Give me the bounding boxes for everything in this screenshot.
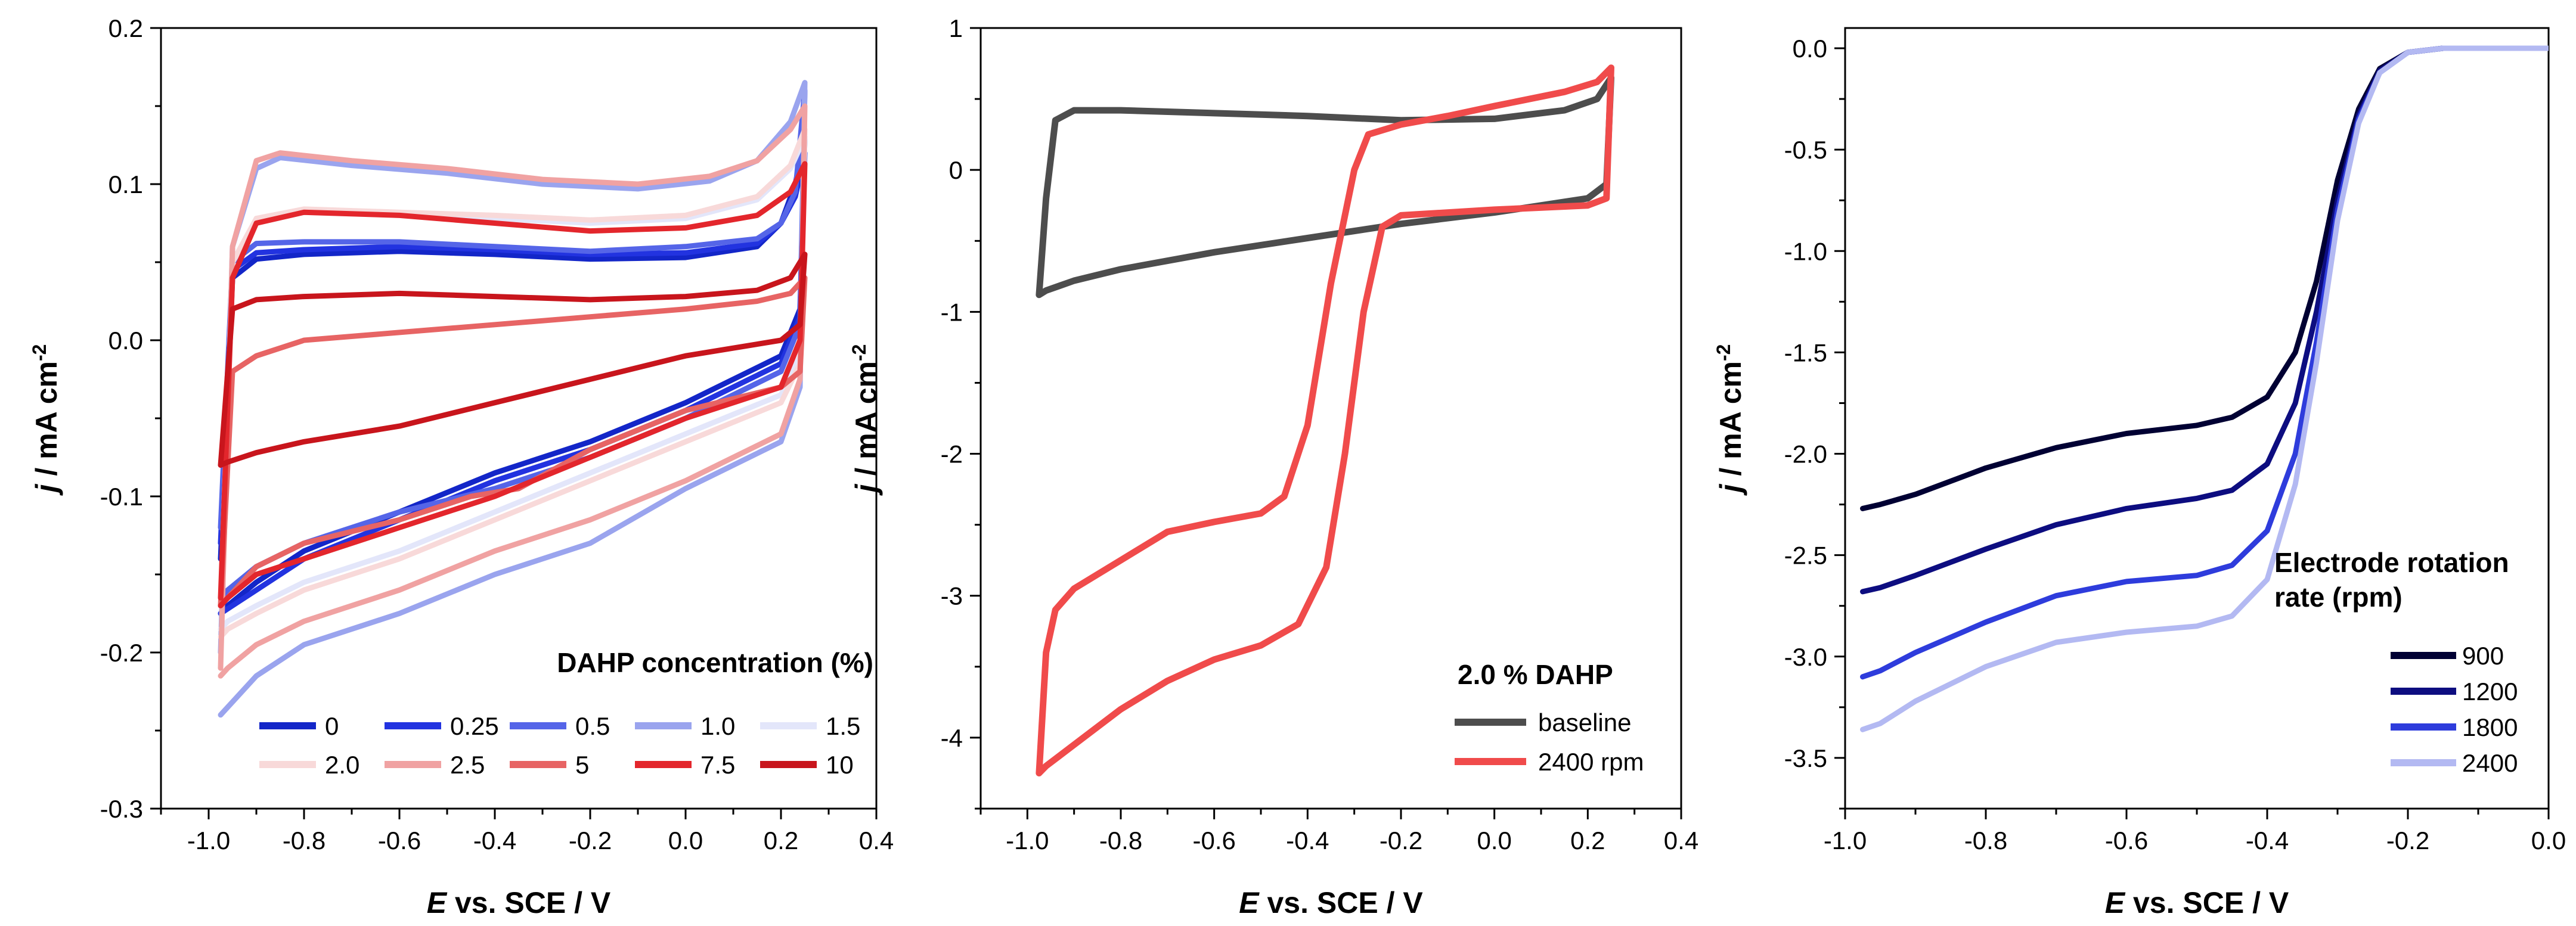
right-x-tick-label: -0.4 xyxy=(2246,826,2289,854)
right-x-tick-label: -0.8 xyxy=(1964,826,2007,854)
left-legend-label: 2.0 xyxy=(325,751,359,779)
right-y-tick-label: -1.0 xyxy=(1784,237,1827,265)
middle-plot-frame xyxy=(979,27,1682,810)
series-line-left-0-5 xyxy=(218,88,808,601)
left-x-tick-label: -0.6 xyxy=(378,826,421,854)
left-x-axis-title: E vs. SCE / V xyxy=(427,886,611,919)
left-y-tick-label: -0.3 xyxy=(100,795,143,823)
panel-middle-cv-2400rpm: -1.0 -0.8 -0.6 -0.4 -0.2 0.0 0.2 0.4 -4 -3 -2 -1 0 1 E… xyxy=(848,14,1698,919)
left-legend-label: 10 xyxy=(826,751,854,779)
middle-x-axis-title: E vs. SCE / V xyxy=(1239,886,1423,919)
series-line-right-900 xyxy=(1860,45,2549,511)
middle-y-tick-label: -4 xyxy=(941,724,963,752)
right-y-tick-label: -1.5 xyxy=(1784,338,1827,366)
left-x-tick-label: 0.2 xyxy=(764,826,798,854)
middle-x-tick-label: 0.2 xyxy=(1570,826,1605,854)
series-line-middle-2400-rpm xyxy=(1036,64,1614,776)
series-line-middle-baseline xyxy=(1036,74,1614,299)
left-legend-label: 7.5 xyxy=(700,751,735,779)
right-y-tick-label: -3.0 xyxy=(1784,643,1827,671)
left-x-tick-label: -0.4 xyxy=(473,826,516,854)
middle-x-tick-label: -0.4 xyxy=(1286,826,1329,854)
left-x-tick-label: -0.8 xyxy=(283,826,326,854)
left-series-group xyxy=(218,80,808,718)
right-y-tick-label: -3.5 xyxy=(1784,744,1827,772)
series-line-right-1800 xyxy=(1860,45,2549,680)
right-legend-title-line: Electrode rotation xyxy=(2274,547,2509,578)
series-line-left-7-5 xyxy=(218,161,808,608)
middle-y-tick-label: -2 xyxy=(941,440,963,468)
left-legend-label: 5 xyxy=(575,751,589,779)
series-line-left-2-0 xyxy=(218,126,808,640)
middle-y-tick-label: 1 xyxy=(949,14,963,42)
right-x-axis-title: E vs. SCE / V xyxy=(2105,886,2289,919)
right-y-tick-label: -2.0 xyxy=(1784,440,1827,468)
left-y-tick-label: 0.0 xyxy=(109,327,143,355)
left-y-tick-label: 0.2 xyxy=(109,14,143,42)
left-y-tick-label: -0.2 xyxy=(100,639,143,667)
middle-x-tick-label: 0.0 xyxy=(1477,826,1511,854)
right-x-tick-label: -1.0 xyxy=(1824,826,1867,854)
middle-x-tick-label: -0.2 xyxy=(1380,826,1422,854)
left-x-tick-label: 0.0 xyxy=(668,826,703,854)
series-line-left-2-5 xyxy=(218,103,808,679)
middle-y-tick-label: -3 xyxy=(941,582,963,610)
right-legend-label: 1200 xyxy=(2462,678,2518,706)
right-legend-label: 900 xyxy=(2462,642,2504,670)
middle-legend-label: baseline xyxy=(1538,709,1631,737)
series-line-right-1200 xyxy=(1860,45,2549,595)
right-series-group xyxy=(1860,45,2549,732)
right-legend-title-line: rate (rpm) xyxy=(2274,582,2403,613)
panel-left-cv-concentration: -1.0 -0.8 -0.6 -0.4 -0.2 0.0 0.2 0.4 -0.3 -0.2 -0.… xyxy=(29,14,894,919)
middle-y-axis-title: j / mA cm-2 xyxy=(848,344,883,496)
middle-y-tick-label: 0 xyxy=(949,156,963,184)
right-x-tick-label: -0.2 xyxy=(2386,826,2429,854)
left-legend-title: DAHP concentration (%) xyxy=(557,647,873,678)
right-x-tick-label: -0.6 xyxy=(2105,826,2148,854)
right-x-tick-label: 0.0 xyxy=(2531,826,2566,854)
middle-x-tick-label: -0.8 xyxy=(1099,826,1142,854)
series-line-left-10 xyxy=(218,251,808,468)
right-legend-label: 2400 xyxy=(2462,749,2518,777)
left-y-tick-label: 0.1 xyxy=(109,170,143,198)
middle-x-tick-label: 0.4 xyxy=(1664,826,1698,854)
right-y-tick-label: -2.5 xyxy=(1784,542,1827,570)
middle-x-tick-label: -1.0 xyxy=(1006,826,1049,854)
left-x-tick-label: -1.0 xyxy=(187,826,230,854)
left-legend-label: 2.5 xyxy=(450,751,485,779)
right-y-tick-label: 0.0 xyxy=(1793,35,1827,63)
right-legend-label: 1800 xyxy=(2462,713,2518,741)
left-legend-label: 0 xyxy=(325,712,339,740)
right-y-tick-label: -0.5 xyxy=(1784,136,1827,164)
series-line-right-2400 xyxy=(1860,45,2549,732)
left-legend-label: 0.5 xyxy=(575,712,610,740)
middle-x-tick-label: -0.6 xyxy=(1192,826,1235,854)
left-y-tick-label: -0.1 xyxy=(100,483,143,511)
left-x-tick-label: -0.2 xyxy=(569,826,612,854)
middle-series-group xyxy=(1036,64,1614,776)
left-legend-label: 1.0 xyxy=(700,712,735,740)
left-y-axis-title: j / mA cm-2 xyxy=(29,344,63,496)
left-x-tick-label: 0.4 xyxy=(859,826,894,854)
middle-legend-title: 2.0 % DAHP xyxy=(1458,659,1613,690)
middle-y-tick-label: -1 xyxy=(941,298,963,326)
series-line-left-1-0 xyxy=(218,80,808,718)
right-y-axis-title: j / mA cm-2 xyxy=(1713,344,1747,496)
left-legend-label: 0.25 xyxy=(450,712,499,740)
left-legend-label: 1.5 xyxy=(826,712,860,740)
panel-right-lsv-rotation: -1.0 -0.8 -0.6 -0.4 -0.2 0.0 -3.5 -3.0 -2.5 -2.0 -… xyxy=(1713,27,2566,919)
middle-legend-label: 2400 rpm xyxy=(1538,748,1644,776)
